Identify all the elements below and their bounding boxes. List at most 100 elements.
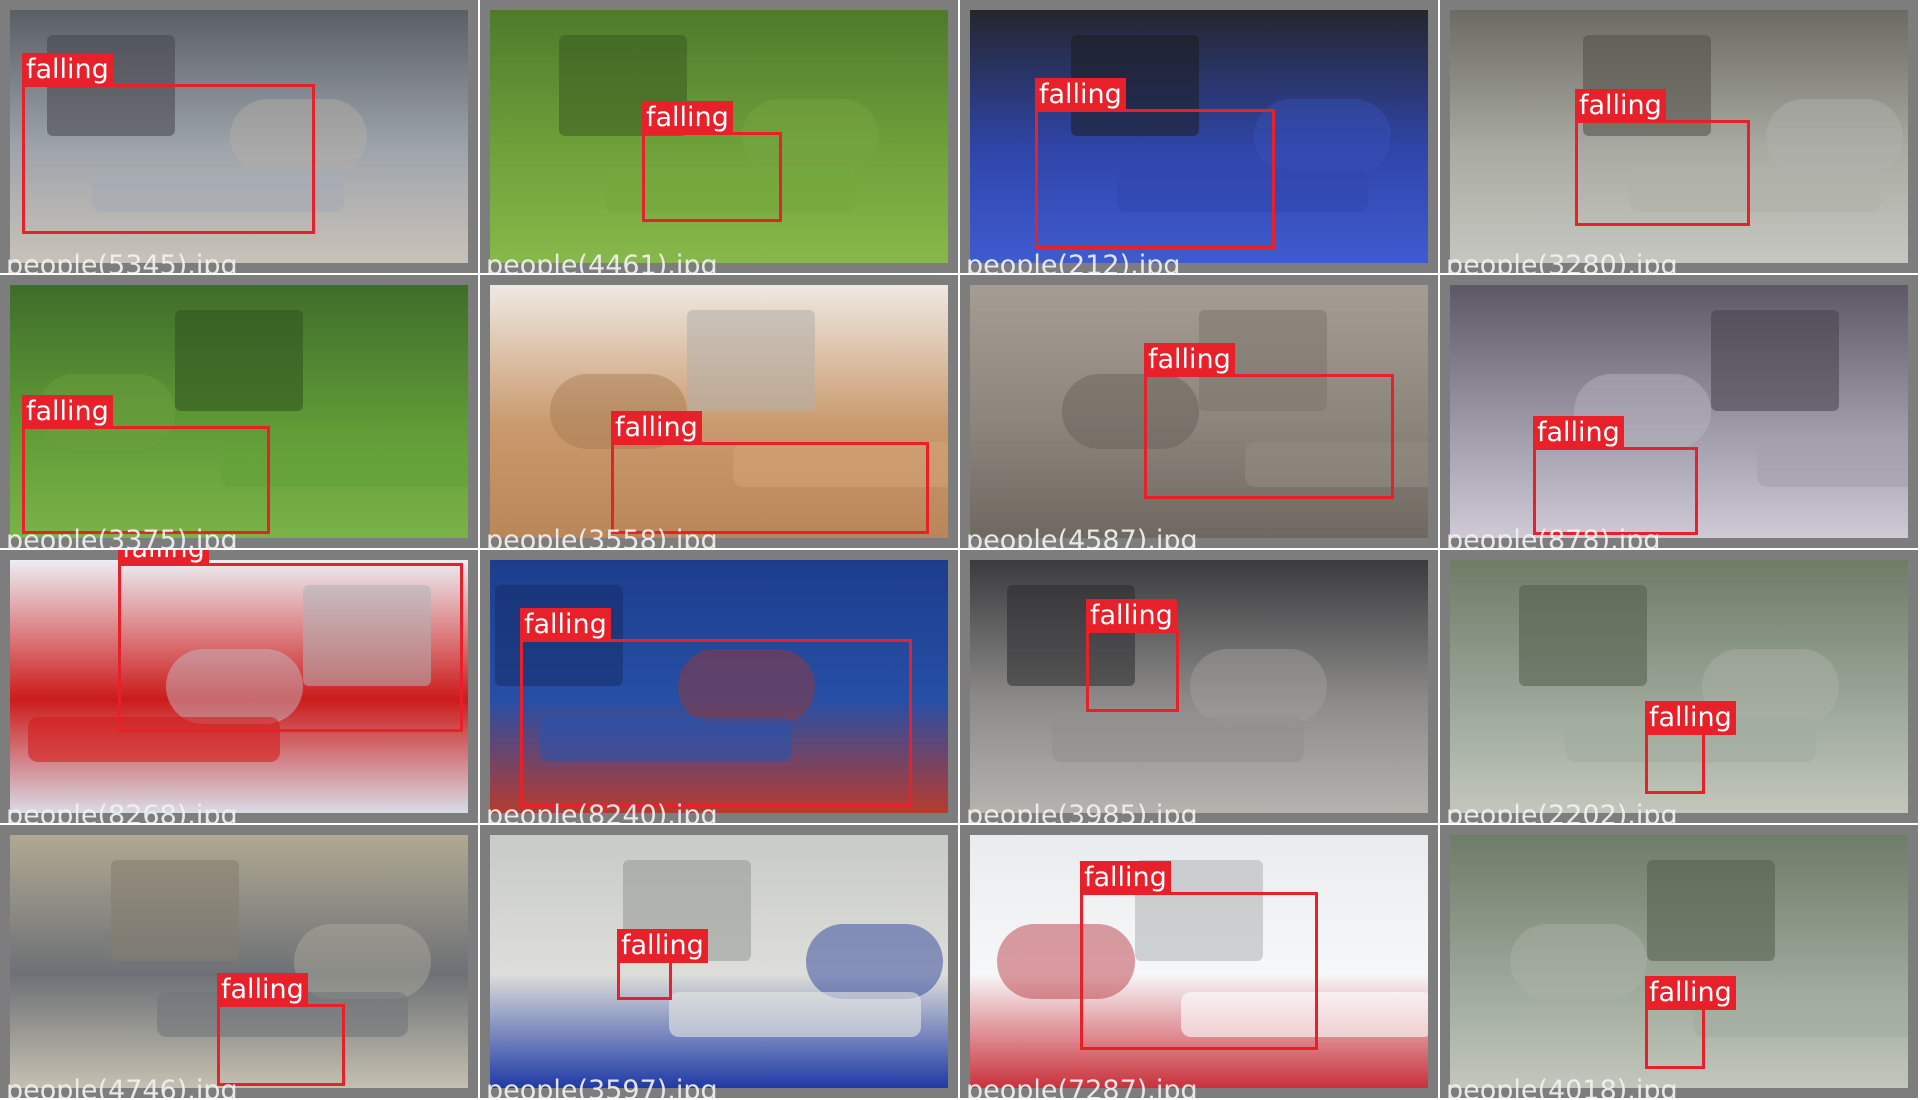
detection-label: falling bbox=[1086, 599, 1177, 633]
filename-caption: people(5345).jpg bbox=[6, 250, 238, 273]
photo-thumbnail bbox=[970, 835, 1428, 1088]
scene-shape bbox=[806, 923, 944, 1000]
detection-box: falling bbox=[520, 608, 912, 807]
detection-label: falling bbox=[1035, 78, 1126, 112]
result-tile[interactable]: falling people(4018).jpg bbox=[1440, 825, 1918, 1098]
result-tile[interactable]: falling people(4461).jpg bbox=[480, 0, 958, 273]
scene-shape bbox=[110, 860, 239, 962]
scene-shape bbox=[1253, 98, 1392, 175]
scene-shape bbox=[303, 585, 432, 687]
photo-thumbnail bbox=[1450, 285, 1908, 538]
scene-shape bbox=[1189, 648, 1328, 725]
filename-caption: people(2202).jpg bbox=[1446, 800, 1678, 823]
photo-thumbnail bbox=[1450, 835, 1908, 1088]
detection-box: falling bbox=[22, 395, 270, 534]
scene-shape bbox=[1766, 98, 1904, 175]
result-tile[interactable]: falling people(878).jpg bbox=[1440, 275, 1918, 548]
scene-shape bbox=[668, 991, 921, 1038]
scene-shape bbox=[677, 648, 816, 725]
detection-box: falling bbox=[118, 550, 463, 732]
result-tile[interactable]: falling people(8268).jpg bbox=[0, 550, 478, 823]
result-tile[interactable]: falling people(4746).jpg bbox=[0, 825, 478, 1098]
scene-shape bbox=[165, 648, 304, 725]
filename-caption: people(8240).jpg bbox=[486, 800, 718, 823]
filename-caption: people(3558).jpg bbox=[486, 525, 718, 548]
scene-shape bbox=[174, 310, 304, 412]
detection-label: falling bbox=[217, 973, 308, 1007]
photo-thumbnail bbox=[970, 10, 1428, 263]
scene-shape bbox=[1756, 441, 1908, 488]
scene-shape bbox=[540, 716, 793, 763]
detection-label: falling bbox=[1144, 343, 1235, 377]
photo-thumbnail bbox=[1450, 560, 1908, 813]
detection-label: falling bbox=[118, 550, 209, 566]
detection-box: falling bbox=[1575, 89, 1750, 226]
detection-box: falling bbox=[1035, 78, 1275, 249]
result-tile[interactable]: falling people(212).jpg bbox=[960, 0, 1438, 273]
filename-caption: people(4587).jpg bbox=[966, 525, 1198, 548]
scene-shape bbox=[92, 166, 345, 213]
filename-caption: people(7287).jpg bbox=[966, 1075, 1198, 1098]
scene-shape bbox=[1052, 716, 1305, 763]
scene-shape bbox=[293, 923, 432, 1000]
scene-shape bbox=[1711, 310, 1840, 412]
photo-thumbnail bbox=[10, 560, 468, 813]
detection-box: falling bbox=[642, 101, 782, 222]
result-tile[interactable]: falling people(3597).jpg bbox=[480, 825, 958, 1098]
filename-caption: people(3280).jpg bbox=[1446, 250, 1678, 273]
filename-caption: people(3985).jpg bbox=[966, 800, 1198, 823]
scene-shape bbox=[1509, 923, 1647, 1000]
detection-label: falling bbox=[1575, 89, 1666, 123]
result-tile[interactable]: falling people(3375).jpg bbox=[0, 275, 478, 548]
detection-label: falling bbox=[1645, 701, 1736, 735]
scene-shape bbox=[732, 441, 948, 488]
scene-shape bbox=[741, 98, 880, 175]
scene-shape bbox=[229, 98, 368, 175]
result-tile[interactable]: falling people(3558).jpg bbox=[480, 275, 958, 548]
photo-thumbnail bbox=[490, 560, 948, 813]
detection-box: falling bbox=[22, 53, 315, 234]
detection-label: falling bbox=[1533, 416, 1624, 450]
detection-box: falling bbox=[1080, 861, 1318, 1050]
filename-caption: people(3375).jpg bbox=[6, 525, 238, 548]
scene-shape bbox=[1628, 166, 1881, 213]
scene-shape bbox=[1180, 991, 1428, 1038]
filename-caption: people(4461).jpg bbox=[486, 250, 718, 273]
filename-caption: people(4018).jpg bbox=[1446, 1075, 1678, 1098]
result-tile[interactable]: falling people(3280).jpg bbox=[1440, 0, 1918, 273]
detection-label: falling bbox=[1645, 976, 1736, 1010]
detection-label: falling bbox=[22, 53, 113, 87]
scene-shape bbox=[1244, 441, 1428, 488]
detection-label: falling bbox=[1080, 861, 1171, 895]
photo-thumbnail bbox=[10, 835, 468, 1088]
detection-box: falling bbox=[1645, 701, 1736, 794]
detection-box: falling bbox=[1533, 416, 1698, 535]
result-tile[interactable]: falling people(7287).jpg bbox=[960, 825, 1438, 1098]
result-tile[interactable]: falling people(5345).jpg bbox=[0, 0, 478, 273]
scene-shape bbox=[604, 166, 857, 213]
filename-caption: people(3597).jpg bbox=[486, 1075, 718, 1098]
result-tile[interactable]: falling people(4587).jpg bbox=[960, 275, 1438, 548]
detection-label: falling bbox=[520, 608, 611, 642]
result-tile[interactable]: falling people(8240).jpg bbox=[480, 550, 958, 823]
scene-shape bbox=[28, 716, 281, 763]
filename-caption: people(4746).jpg bbox=[6, 1075, 238, 1098]
detection-label: falling bbox=[642, 101, 733, 135]
photo-thumbnail bbox=[10, 10, 468, 263]
filename-caption: people(8268).jpg bbox=[6, 800, 238, 823]
detection-box: falling bbox=[617, 929, 708, 1000]
scene-shape bbox=[686, 310, 816, 412]
scene-shape bbox=[1518, 585, 1647, 687]
photo-thumbnail bbox=[970, 285, 1428, 538]
scene-shape bbox=[1116, 166, 1369, 213]
result-tile[interactable]: falling people(3985).jpg bbox=[960, 550, 1438, 823]
photo-thumbnail bbox=[490, 285, 948, 538]
scene-shape bbox=[1646, 860, 1776, 962]
detection-label: falling bbox=[22, 395, 113, 429]
detection-box: falling bbox=[1144, 343, 1394, 499]
scene-shape bbox=[1061, 373, 1199, 450]
detection-box: falling bbox=[1086, 599, 1179, 712]
filename-caption: people(212).jpg bbox=[966, 250, 1181, 273]
scene-shape bbox=[220, 441, 468, 488]
result-tile[interactable]: falling people(2202).jpg bbox=[1440, 550, 1918, 823]
